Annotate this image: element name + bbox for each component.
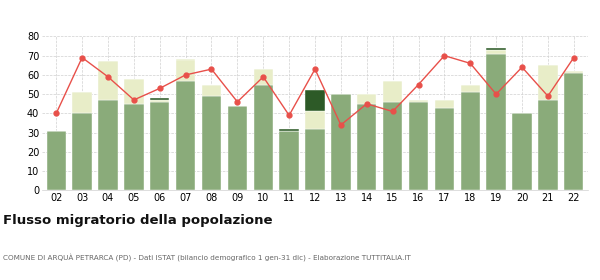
Bar (383, 102, 403, 190)
Bar (331, 94, 350, 190)
Bar (280, 129, 299, 131)
Bar (487, 50, 506, 54)
Bar (150, 102, 169, 190)
Bar (357, 94, 376, 104)
Bar (461, 85, 480, 92)
Bar (176, 59, 196, 81)
Bar (202, 96, 221, 190)
Bar (202, 85, 221, 96)
Bar (461, 92, 480, 190)
Bar (47, 131, 66, 190)
Bar (538, 65, 557, 100)
Bar (487, 48, 506, 50)
Bar (487, 54, 506, 190)
Bar (434, 108, 454, 190)
Bar (73, 113, 92, 190)
Bar (409, 102, 428, 190)
Bar (254, 69, 273, 85)
Bar (538, 100, 557, 190)
Bar (73, 92, 92, 113)
Bar (434, 100, 454, 108)
Text: COMUNE DI ARQUÀ PETRARCA (PD) - Dati ISTAT (bilancio demografico 1 gen-31 dic) -: COMUNE DI ARQUÀ PETRARCA (PD) - Dati IST… (3, 254, 411, 262)
Bar (98, 100, 118, 190)
Bar (305, 90, 325, 111)
Bar (176, 81, 196, 190)
Bar (280, 131, 299, 190)
Bar (409, 100, 428, 102)
Bar (512, 113, 532, 190)
Bar (564, 71, 583, 73)
Bar (305, 129, 325, 190)
Bar (305, 111, 325, 129)
Bar (150, 98, 169, 100)
Text: Flusso migratorio della popolazione: Flusso migratorio della popolazione (3, 214, 272, 227)
Bar (150, 100, 169, 102)
Bar (254, 85, 273, 190)
Bar (383, 81, 403, 102)
Bar (357, 104, 376, 190)
Bar (124, 104, 143, 190)
Bar (124, 79, 143, 104)
Bar (564, 73, 583, 190)
Bar (98, 61, 118, 100)
Bar (227, 106, 247, 190)
